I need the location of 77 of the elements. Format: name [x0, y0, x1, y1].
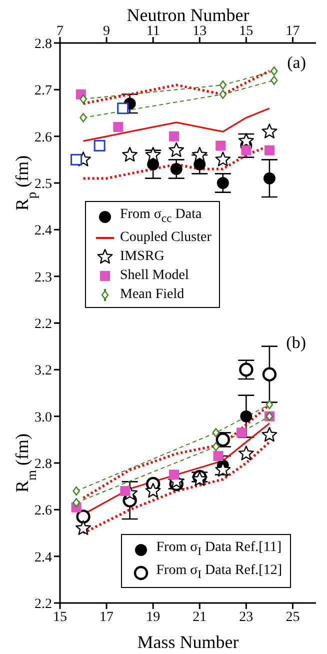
point [213, 451, 224, 461]
x-tick-label: 19 [146, 610, 160, 625]
y-tick-label: 2.5 [34, 176, 52, 192]
legend-label: IMSRG [120, 248, 164, 266]
point [170, 163, 182, 175]
y-tick-label: 2.6 [34, 504, 52, 519]
legend-label: From σ$_{I}$ Data Ref.[12] [156, 562, 282, 583]
legend-label: From σ$_{cc}$ Data [120, 206, 202, 227]
point [262, 426, 278, 442]
y-tick-label: 2.8 [34, 36, 52, 52]
x-tick-label: 11 [146, 24, 160, 39]
point [168, 142, 184, 157]
point [94, 140, 106, 152]
y-tick-label: 2.2 [34, 316, 52, 332]
point [263, 172, 276, 184]
y-tick-label: 2.4 [34, 224, 52, 239]
point [270, 76, 278, 85]
point [240, 410, 252, 422]
x-axis-title: Mass Number [137, 632, 239, 652]
x-tick-label: 9 [103, 24, 110, 39]
y-tick-label: 2.6 [34, 130, 52, 146]
x-tick-label: 15 [239, 24, 254, 39]
point [219, 90, 227, 99]
point [80, 113, 87, 122]
point [145, 146, 161, 162]
point [120, 486, 130, 496]
y-tick-label: 2.7 [34, 84, 52, 99]
point [145, 482, 161, 498]
point [264, 145, 274, 156]
point [122, 146, 138, 162]
x-tick-label: 17 [100, 610, 114, 625]
point [236, 428, 247, 438]
point [215, 152, 231, 166]
annotation: (a) [287, 53, 306, 72]
point [216, 140, 226, 151]
point [117, 102, 129, 114]
point [219, 80, 227, 90]
legend-label: Shell Model [120, 267, 189, 285]
y-tick-label: 2.2 [34, 596, 52, 612]
point [216, 177, 229, 189]
point [80, 94, 87, 104]
point [212, 428, 220, 438]
point [262, 367, 277, 382]
point [72, 498, 80, 508]
point [212, 442, 220, 452]
y-tick-label: 2.8 [34, 456, 52, 472]
legend-label: Mean Field [120, 286, 184, 304]
y-tick-label: 2.3 [34, 270, 52, 286]
x-axis-title: Neutron Number [126, 4, 250, 25]
point [76, 510, 90, 524]
x-tick-label: 7 [56, 24, 64, 39]
point [169, 470, 180, 480]
point [241, 145, 252, 156]
x-tick-label: 15 [53, 610, 67, 625]
line-series [82, 108, 270, 142]
point [239, 362, 254, 377]
point [192, 146, 208, 162]
point [113, 122, 124, 132]
x-tick-label: 21 [192, 610, 207, 625]
legend-label: From σ$_{I}$ Data Ref.[11] [156, 539, 282, 560]
point [70, 154, 82, 166]
annotation: (b) [286, 333, 306, 352]
point [262, 124, 278, 138]
y-tick-label: 3.0 [34, 410, 52, 426]
point [238, 446, 254, 460]
x-tick-label: 13 [192, 24, 207, 39]
point [270, 66, 278, 76]
y-tick-label: 2.4 [34, 550, 52, 566]
point [266, 400, 274, 410]
point [76, 520, 92, 535]
legend-label: Coupled Cluster [120, 229, 212, 247]
y-tick-label: 3.2 [34, 364, 52, 379]
x-tick-label: 25 [286, 610, 300, 625]
x-tick-label: 17 [286, 24, 300, 39]
point [72, 486, 80, 496]
point [169, 131, 180, 142]
x-tick-label: 23 [239, 610, 254, 625]
